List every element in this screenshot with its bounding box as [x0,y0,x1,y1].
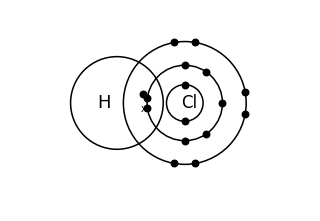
Point [145,107,150,110]
Point [140,93,146,96]
Point [204,132,209,136]
Point [243,112,248,115]
Text: x: x [140,105,146,114]
Point [220,101,225,105]
Point [204,70,209,74]
Point [182,83,187,86]
Point [243,91,248,94]
Point [182,139,187,142]
Point [172,41,177,44]
Point [182,120,187,123]
Point [172,162,177,165]
Point [193,162,198,165]
Text: H: H [97,94,111,112]
Text: Cl: Cl [181,94,197,112]
Point [145,96,150,99]
Point [182,63,187,67]
Point [193,41,198,44]
